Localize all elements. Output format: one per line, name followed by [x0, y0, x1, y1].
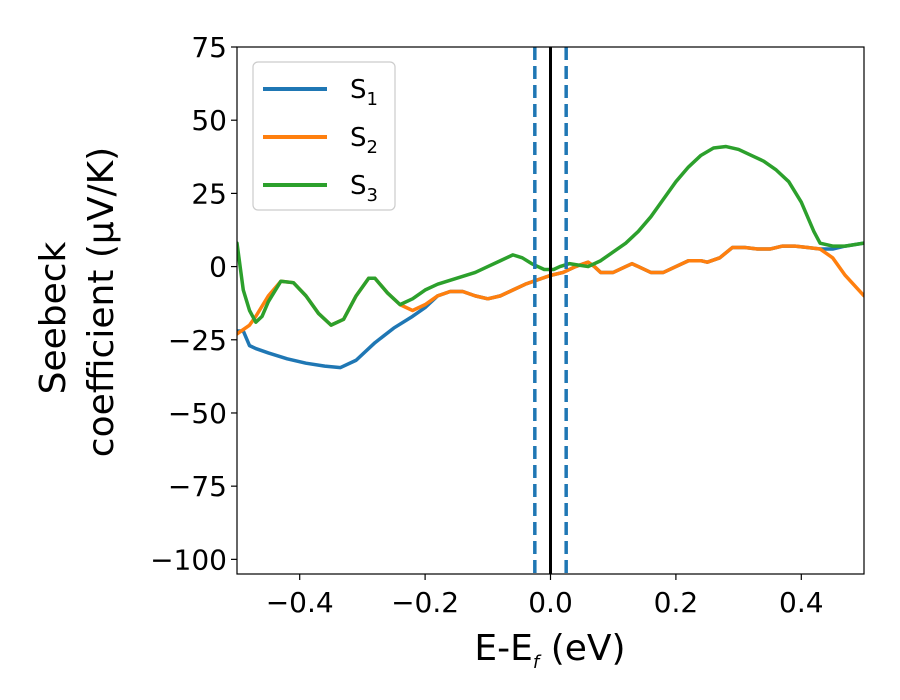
y-tick-label: 0 — [209, 251, 227, 284]
x-tick-label: 0.2 — [654, 586, 699, 619]
axes: −0.4 −0.2 0.0 0.2 0.4 75 50 25 0 −25 −50 −75 −100 — [150, 31, 865, 619]
vertical-reference-lines — [533, 47, 568, 574]
y-tick-label: −25 — [168, 324, 227, 357]
x-axis-title-sub: f — [533, 652, 542, 673]
y-tick-label: −75 — [168, 470, 227, 503]
x-tick-label: 0.4 — [779, 586, 824, 619]
legend-label-s2: S2 — [350, 123, 378, 158]
y-axis-title-line2: coefficient (μV/K) — [81, 147, 122, 457]
x-tick-label: 0.0 — [528, 586, 573, 619]
x-tick-label: −0.2 — [391, 586, 459, 619]
y-axis-title-line1: Seebeck — [33, 241, 74, 394]
y-tick-label: −100 — [150, 543, 227, 576]
axis-titles: E-Ef (eV) Seebeck coefficient (μV/K) — [33, 147, 626, 673]
y-tick-label: −50 — [168, 397, 227, 430]
x-tick-label: −0.4 — [266, 586, 334, 619]
legend-label-s1: S1 — [350, 75, 378, 110]
series-line-s3 — [237, 144, 864, 327]
x-axis-title: E-Ef (eV) — [474, 628, 625, 673]
legend-label-s3: S3 — [350, 171, 378, 206]
plot-area — [237, 144, 864, 370]
y-tick-label: 75 — [191, 31, 227, 64]
y-tick-label: 25 — [191, 177, 227, 210]
y-tick-label: 50 — [191, 104, 227, 137]
legend: S1 S2 S3 — [252, 61, 396, 211]
